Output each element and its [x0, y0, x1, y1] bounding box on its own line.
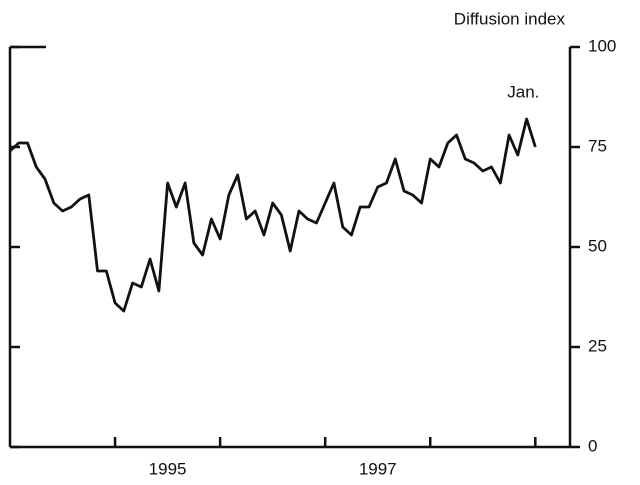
- y-axis-label: Diffusion index: [454, 9, 566, 28]
- y-tick-label: 75: [588, 136, 607, 155]
- x-tick-label: 1995: [149, 459, 187, 478]
- y-tick-label: 25: [588, 336, 607, 355]
- y-tick-label: 0: [588, 436, 597, 455]
- x-tick-label: 1997: [359, 459, 397, 478]
- line-series: [9, 117, 537, 313]
- annotation: Jan.: [507, 82, 539, 101]
- y-tick-label: 50: [588, 236, 607, 255]
- y-tick-label: 100: [588, 36, 616, 55]
